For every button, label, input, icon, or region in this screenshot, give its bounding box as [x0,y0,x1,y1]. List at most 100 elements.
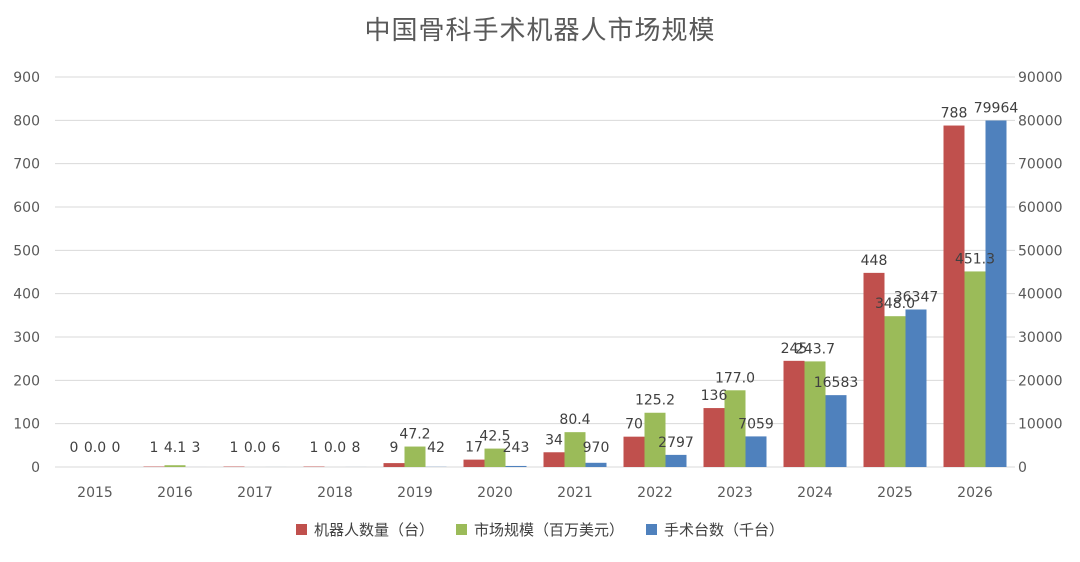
bar-1 [943,125,965,468]
data-label: 451.3 [955,251,995,267]
bar-2 [804,361,826,467]
y-left-tick-label: 500 [13,243,40,259]
data-label: 17 [465,440,483,456]
data-label: 0.0 [84,440,106,456]
legend: 机器人数量（台） 市场规模（百万美元） 手术台数（千台） [0,519,1080,540]
data-label: 0 [112,440,121,456]
y-left-tick-label: 900 [13,70,40,86]
legend-label: 机器人数量（台） [313,521,434,539]
data-label: 125.2 [635,393,675,409]
data-label: 3 [192,440,201,456]
y-left-tick-label: 300 [13,330,40,346]
legend-swatch [646,524,657,535]
data-label: 80.4 [559,412,590,428]
data-label: 243.7 [795,341,835,357]
data-label: 243 [503,440,530,456]
y-left-tick-label: 600 [13,200,40,216]
y-right-tick-label: 60000 [1018,200,1063,216]
x-tick-label: 2022 [637,485,673,501]
bar-1 [623,436,645,467]
y-right-tick-label: 40000 [1018,287,1063,303]
y-right-tick-label: 70000 [1018,157,1063,173]
y-left-tick-label: 400 [13,287,40,303]
data-label: 34 [545,432,563,448]
x-tick-label: 2026 [957,485,993,501]
y-right-tick-label: 30000 [1018,330,1063,346]
data-label: 348.0 [875,296,915,312]
bar-2 [164,465,186,467]
data-label: 70 [625,417,643,433]
data-label: 8 [352,440,361,456]
x-tick-label: 2023 [717,485,753,501]
bar-3 [745,436,767,467]
data-label: 7059 [738,416,774,432]
bar-1 [463,459,485,467]
x-tick-label: 2025 [877,485,913,501]
data-label: 16583 [814,375,859,391]
data-label: 36347 [894,289,939,305]
bar-3 [985,120,1007,468]
y-right-tick-label: 80000 [1018,113,1063,129]
data-label: 6 [272,440,281,456]
bar-1 [703,408,725,467]
bar-2 [484,448,506,467]
y-right-tick-label: 10000 [1018,417,1063,433]
x-tick-label: 2021 [557,485,593,501]
legend-label: 手术台数（千台） [664,521,785,539]
y-left-tick-label: 200 [13,373,40,389]
data-label: 1 [310,440,319,456]
legend-swatch [295,524,307,535]
x-tick-label: 2017 [237,485,273,501]
bar-3 [825,395,847,467]
bar-2 [724,390,746,467]
y-left-tick-label: 100 [13,417,40,433]
bar-2 [964,271,986,467]
data-label: 0.0 [324,440,346,456]
bar-1 [543,452,565,467]
data-label: 448 [861,253,888,269]
x-tick-label: 2020 [477,485,513,501]
legend-label: 市场规模（百万美元） [473,521,624,539]
data-label: 79964 [974,100,1019,116]
data-label: 0 [70,440,79,456]
bar-3 [665,454,687,467]
bar-3 [585,462,607,467]
data-label: 0.0 [244,440,266,456]
legend-item: 机器人数量（台） [295,519,434,540]
data-label: 42 [427,440,445,456]
data-label: 136 [701,388,728,404]
data-label: 177.0 [715,370,755,386]
chart-title: 中国骨科手术机器人市场规模 [364,16,716,46]
data-label: 245 [781,341,808,357]
data-label: 1 [150,440,159,456]
y-right-tick-label: 90000 [1018,70,1063,86]
y-left-tick-label: 0 [31,460,40,476]
data-label: 2797 [658,435,694,451]
y-right-tick-label: 0 [1018,460,1027,476]
legend-item: 手术台数（千台） [646,519,784,540]
x-tick-label: 2015 [77,485,113,501]
data-label: 42.5 [479,429,510,445]
x-tick-label: 2019 [397,485,433,501]
legend-item: 市场规模（百万美元） [455,519,624,540]
data-label: 970 [583,440,610,456]
x-tick-label: 2018 [317,485,353,501]
x-tick-label: 2016 [157,485,193,501]
y-right-tick-label: 50000 [1018,243,1063,259]
data-label: 1 [230,440,239,456]
data-label: 47.2 [399,427,430,443]
bar-1 [783,360,805,467]
bar-2 [884,316,906,467]
data-label: 788 [941,106,968,122]
y-left-tick-label: 800 [13,113,40,129]
bar-3 [505,465,527,467]
bar-2 [564,432,586,467]
data-label: 9 [390,440,399,456]
bar-1 [383,463,405,467]
data-label: 4.1 [164,440,186,456]
y-right-tick-label: 20000 [1018,373,1063,389]
legend-swatch [455,524,467,535]
y-left-tick-label: 700 [13,157,40,173]
